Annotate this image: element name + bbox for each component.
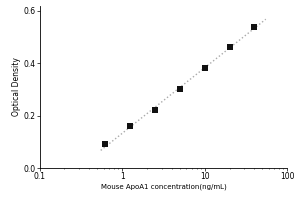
Point	[177, 88, 182, 91]
Point	[128, 124, 133, 128]
Point	[103, 143, 108, 146]
X-axis label: Mouse ApoA1 concentration(ng/mL): Mouse ApoA1 concentration(ng/mL)	[100, 184, 226, 190]
Point	[202, 67, 207, 70]
Point	[227, 46, 232, 49]
Point	[252, 25, 257, 28]
Y-axis label: Optical Density: Optical Density	[12, 57, 21, 116]
Point	[153, 109, 158, 112]
